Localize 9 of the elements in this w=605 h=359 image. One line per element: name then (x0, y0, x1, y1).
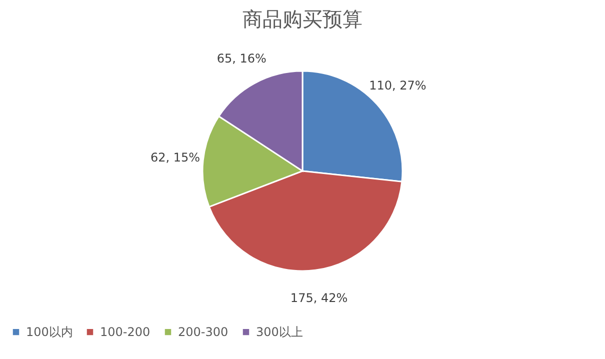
data-label: 175, 42% (290, 290, 348, 305)
legend-label: 300以上 (256, 325, 303, 340)
data-label: 62, 15% (150, 150, 200, 164)
chart-title: 商品购买预算 (242, 7, 362, 31)
legend-label: 200-300 (178, 325, 228, 340)
data-label: 110, 27% (369, 78, 426, 92)
legend-label: 100-200 (100, 325, 150, 340)
legend-label: 100以内 (26, 325, 73, 340)
data-label: 65, 16% (216, 51, 266, 66)
